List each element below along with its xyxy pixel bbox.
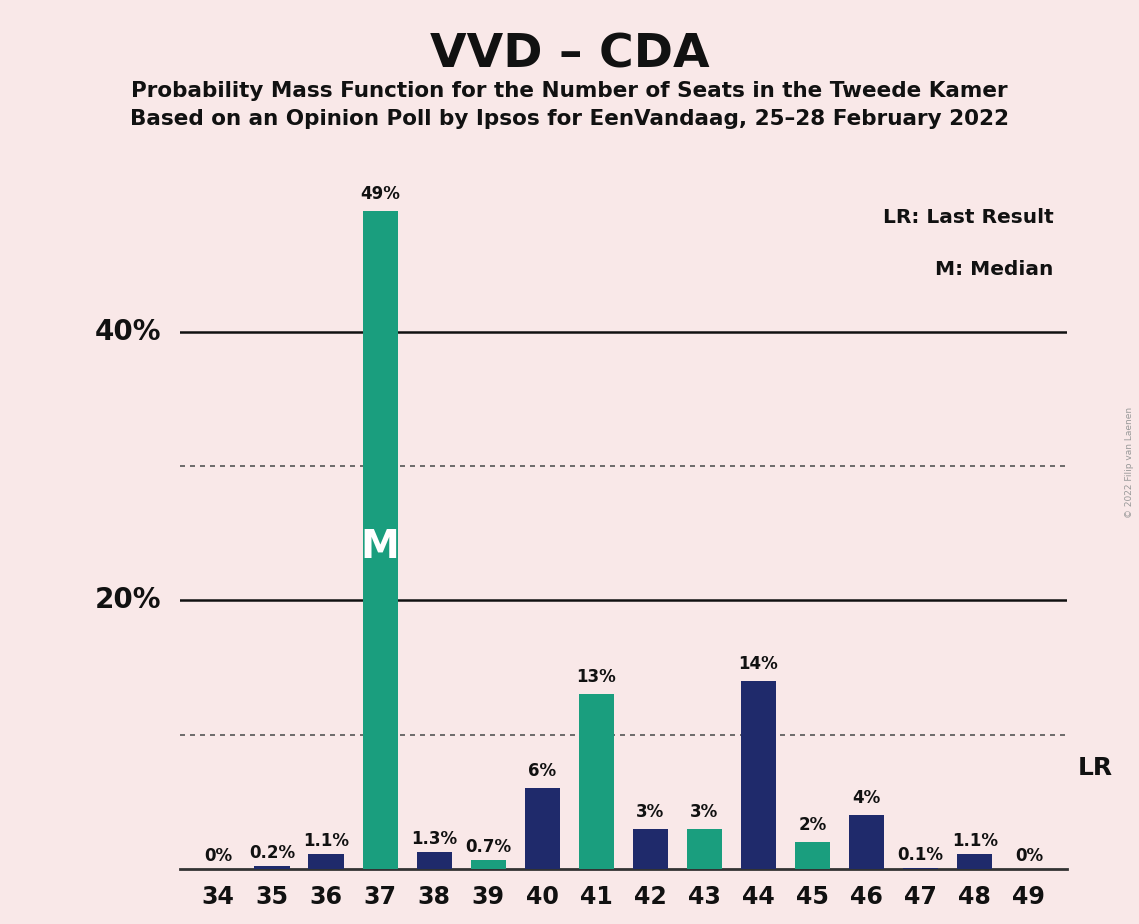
Text: 6%: 6% — [528, 762, 556, 781]
Bar — [254, 867, 289, 869]
Text: 40%: 40% — [95, 318, 161, 346]
Text: 13%: 13% — [576, 668, 616, 687]
Text: © 2022 Filip van Laenen: © 2022 Filip van Laenen — [1125, 407, 1134, 517]
Text: VVD – CDA: VVD – CDA — [429, 32, 710, 78]
Text: 1.1%: 1.1% — [303, 833, 349, 850]
Bar — [525, 788, 560, 869]
Text: LR: LR — [1077, 757, 1113, 781]
Text: 49%: 49% — [360, 185, 400, 203]
Bar — [795, 842, 830, 869]
Bar — [417, 852, 452, 869]
Bar — [362, 211, 398, 869]
Bar — [633, 829, 667, 869]
Bar — [903, 868, 939, 869]
Text: 0.7%: 0.7% — [465, 837, 511, 856]
Text: 0.1%: 0.1% — [898, 845, 944, 864]
Bar — [849, 815, 884, 869]
Text: LR: Last Result: LR: Last Result — [883, 208, 1054, 227]
Text: M: M — [361, 528, 400, 565]
Text: 1.1%: 1.1% — [952, 833, 998, 850]
Text: 14%: 14% — [739, 655, 778, 673]
Text: 1.3%: 1.3% — [411, 830, 457, 847]
Bar — [309, 855, 344, 869]
Text: Probability Mass Function for the Number of Seats in the Tweede Kamer: Probability Mass Function for the Number… — [131, 81, 1008, 102]
Text: 0.2%: 0.2% — [249, 845, 295, 862]
Text: Based on an Opinion Poll by Ipsos for EenVandaag, 25–28 February 2022: Based on an Opinion Poll by Ipsos for Ee… — [130, 109, 1009, 129]
Text: M: Median: M: Median — [935, 260, 1054, 279]
Bar — [687, 829, 722, 869]
Text: 0%: 0% — [1015, 847, 1043, 865]
Text: 4%: 4% — [853, 789, 880, 808]
Text: 20%: 20% — [95, 587, 161, 614]
Bar — [579, 695, 614, 869]
Bar — [470, 859, 506, 869]
Text: 3%: 3% — [637, 803, 664, 821]
Text: 0%: 0% — [204, 847, 232, 865]
Bar — [957, 855, 992, 869]
Text: 3%: 3% — [690, 803, 719, 821]
Bar — [741, 681, 776, 869]
Text: 2%: 2% — [798, 816, 827, 834]
